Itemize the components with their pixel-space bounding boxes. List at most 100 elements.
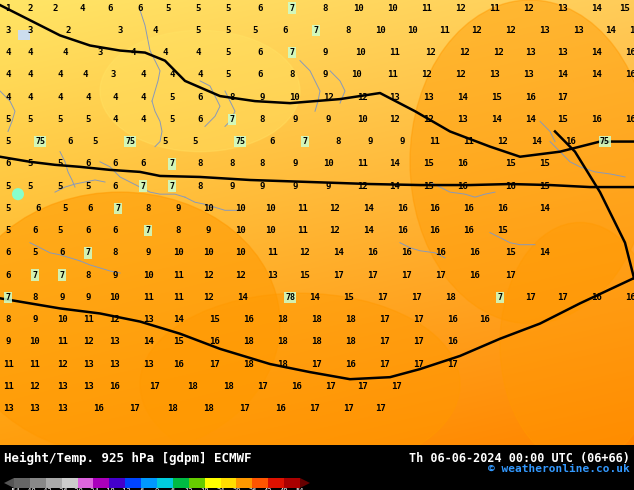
Text: 14: 14 [143, 337, 153, 346]
Text: 10: 10 [264, 204, 275, 213]
Text: 5: 5 [5, 182, 11, 191]
Text: 13: 13 [456, 115, 467, 124]
Text: -36: -36 [55, 489, 68, 490]
Text: 10: 10 [110, 293, 120, 302]
Text: 5: 5 [32, 248, 37, 257]
Text: 17: 17 [129, 404, 140, 413]
Bar [205, 478, 221, 488]
Text: 8: 8 [112, 248, 118, 257]
Text: 9: 9 [32, 315, 37, 324]
Text: 11: 11 [430, 137, 441, 146]
Text: 13: 13 [56, 382, 67, 391]
Text: © weatheronline.co.uk: © weatheronline.co.uk [488, 464, 630, 474]
Text: 13: 13 [423, 93, 434, 101]
Text: 6: 6 [107, 3, 113, 13]
Bar [109, 478, 126, 488]
Ellipse shape [140, 293, 460, 475]
Text: 9: 9 [292, 159, 298, 168]
Text: 7: 7 [115, 204, 120, 213]
Text: 16: 16 [401, 248, 411, 257]
Text: 4: 4 [197, 71, 203, 79]
Text: 7: 7 [86, 248, 91, 257]
Text: 18: 18 [200, 489, 209, 490]
Text: 14: 14 [172, 315, 183, 324]
Text: 15: 15 [342, 293, 353, 302]
Text: 14: 14 [540, 204, 550, 213]
Text: 11: 11 [389, 48, 399, 57]
Text: 12: 12 [455, 71, 465, 79]
Text: 12: 12 [496, 137, 507, 146]
Text: 5: 5 [252, 26, 257, 35]
Text: 15: 15 [300, 270, 311, 279]
Text: 6: 6 [36, 204, 41, 213]
Text: 16: 16 [524, 93, 535, 101]
Text: 6: 6 [5, 270, 11, 279]
Text: 75: 75 [35, 137, 45, 146]
Text: 14: 14 [591, 71, 602, 79]
Text: 12: 12 [30, 382, 41, 391]
Text: 12: 12 [390, 115, 401, 124]
Text: 8: 8 [176, 226, 181, 235]
Text: 4: 4 [86, 93, 91, 101]
Text: 17: 17 [240, 404, 250, 413]
Text: 5: 5 [27, 182, 33, 191]
Text: 6: 6 [86, 159, 91, 168]
Text: 17: 17 [309, 404, 320, 413]
Polygon shape [4, 478, 14, 488]
Text: 5: 5 [5, 226, 11, 235]
Bar [93, 478, 109, 488]
Text: 8: 8 [322, 3, 328, 13]
Text: 5: 5 [225, 26, 231, 35]
Text: 8: 8 [259, 159, 264, 168]
Text: 8: 8 [259, 115, 264, 124]
Text: 7: 7 [302, 137, 307, 146]
Text: 10: 10 [203, 204, 214, 213]
Text: 17: 17 [150, 382, 160, 391]
Text: 11: 11 [489, 3, 500, 13]
Text: 9: 9 [86, 293, 91, 302]
Text: 10: 10 [235, 204, 245, 213]
Text: 12: 12 [184, 489, 193, 490]
Text: 16: 16 [397, 226, 408, 235]
Ellipse shape [0, 192, 280, 455]
Text: 12: 12 [522, 3, 533, 13]
Text: 17: 17 [380, 360, 391, 368]
Text: 6: 6 [282, 26, 288, 35]
Text: 13: 13 [30, 404, 41, 413]
Text: 18: 18 [167, 404, 178, 413]
Text: 2: 2 [65, 26, 70, 35]
Text: 11: 11 [3, 360, 13, 368]
Text: 16: 16 [496, 204, 507, 213]
Text: 9: 9 [325, 182, 331, 191]
Circle shape [12, 188, 24, 200]
Text: 4: 4 [57, 71, 63, 79]
Text: 18: 18 [243, 360, 254, 368]
Text: 14: 14 [591, 3, 602, 13]
Text: 11: 11 [439, 26, 450, 35]
Text: 18: 18 [276, 315, 287, 324]
Text: 12: 12 [330, 204, 340, 213]
Text: 6: 6 [67, 137, 73, 146]
Text: 4: 4 [57, 93, 63, 101]
Text: 8: 8 [335, 137, 340, 146]
Text: 10: 10 [172, 248, 183, 257]
Text: 16: 16 [463, 204, 474, 213]
Ellipse shape [410, 0, 634, 323]
Text: 4: 4 [112, 93, 118, 101]
Text: 9: 9 [205, 226, 210, 235]
Text: 11: 11 [297, 204, 307, 213]
Text: 10: 10 [375, 26, 385, 35]
Text: 16: 16 [397, 204, 408, 213]
Text: 13: 13 [82, 382, 93, 391]
Text: 10: 10 [354, 48, 365, 57]
Text: 75: 75 [235, 137, 245, 146]
Text: 15: 15 [540, 159, 550, 168]
Text: 9: 9 [399, 137, 404, 146]
Bar [268, 478, 284, 488]
Text: 13: 13 [557, 3, 567, 13]
Text: 0: 0 [155, 489, 159, 490]
Text: 18: 18 [243, 337, 254, 346]
Text: 15: 15 [505, 248, 515, 257]
Text: 18: 18 [276, 337, 287, 346]
Text: 14: 14 [524, 115, 535, 124]
